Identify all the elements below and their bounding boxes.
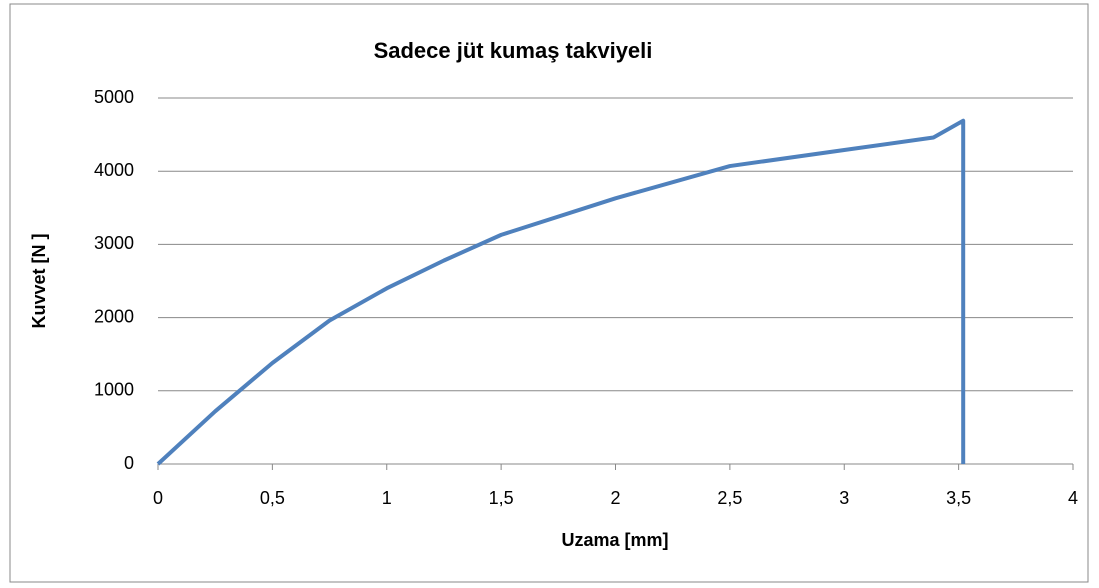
- x-tick-label: 4: [1068, 488, 1078, 508]
- y-tick-label: 0: [124, 453, 134, 473]
- x-tick-label: 0,5: [260, 488, 285, 508]
- chart-title: Sadece jüt kumaş takviyeli: [374, 38, 653, 63]
- x-tick-label: 2,5: [717, 488, 742, 508]
- y-tick-label: 1000: [94, 380, 134, 400]
- x-tick-label: 3,5: [946, 488, 971, 508]
- y-tick-label: 2000: [94, 306, 134, 326]
- x-tick-label: 2: [610, 488, 620, 508]
- x-tick-label: 3: [839, 488, 849, 508]
- y-tick-label: 3000: [94, 233, 134, 253]
- y-tick-label: 5000: [94, 87, 134, 107]
- x-tick-label: 1: [382, 488, 392, 508]
- data-line: [156, 118, 966, 466]
- y-axis-label: Kuvvet [N ]: [29, 233, 49, 328]
- x-tick-label: 0: [153, 488, 163, 508]
- x-axis-label: Uzama [mm]: [561, 530, 668, 550]
- x-tick-label: 1,5: [489, 488, 514, 508]
- chart-border: [9, 3, 1089, 583]
- y-tick-label: 4000: [94, 160, 134, 180]
